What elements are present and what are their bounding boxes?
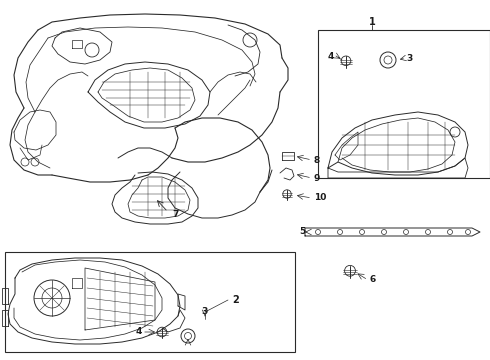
Bar [318, 30, 490, 178]
Text: 8: 8 [314, 156, 320, 165]
Text: 9: 9 [314, 174, 320, 183]
Text: 1: 1 [368, 17, 375, 27]
Text: 4: 4 [136, 328, 142, 337]
Bar [5, 252, 295, 352]
Text: 5: 5 [300, 228, 306, 237]
Text: 4: 4 [328, 51, 334, 60]
Text: 6: 6 [370, 275, 376, 284]
Text: 2: 2 [232, 295, 239, 305]
Text: 3: 3 [202, 307, 208, 316]
Text: 3: 3 [406, 54, 412, 63]
Text: 10: 10 [314, 194, 326, 202]
Text: 7: 7 [172, 210, 178, 219]
